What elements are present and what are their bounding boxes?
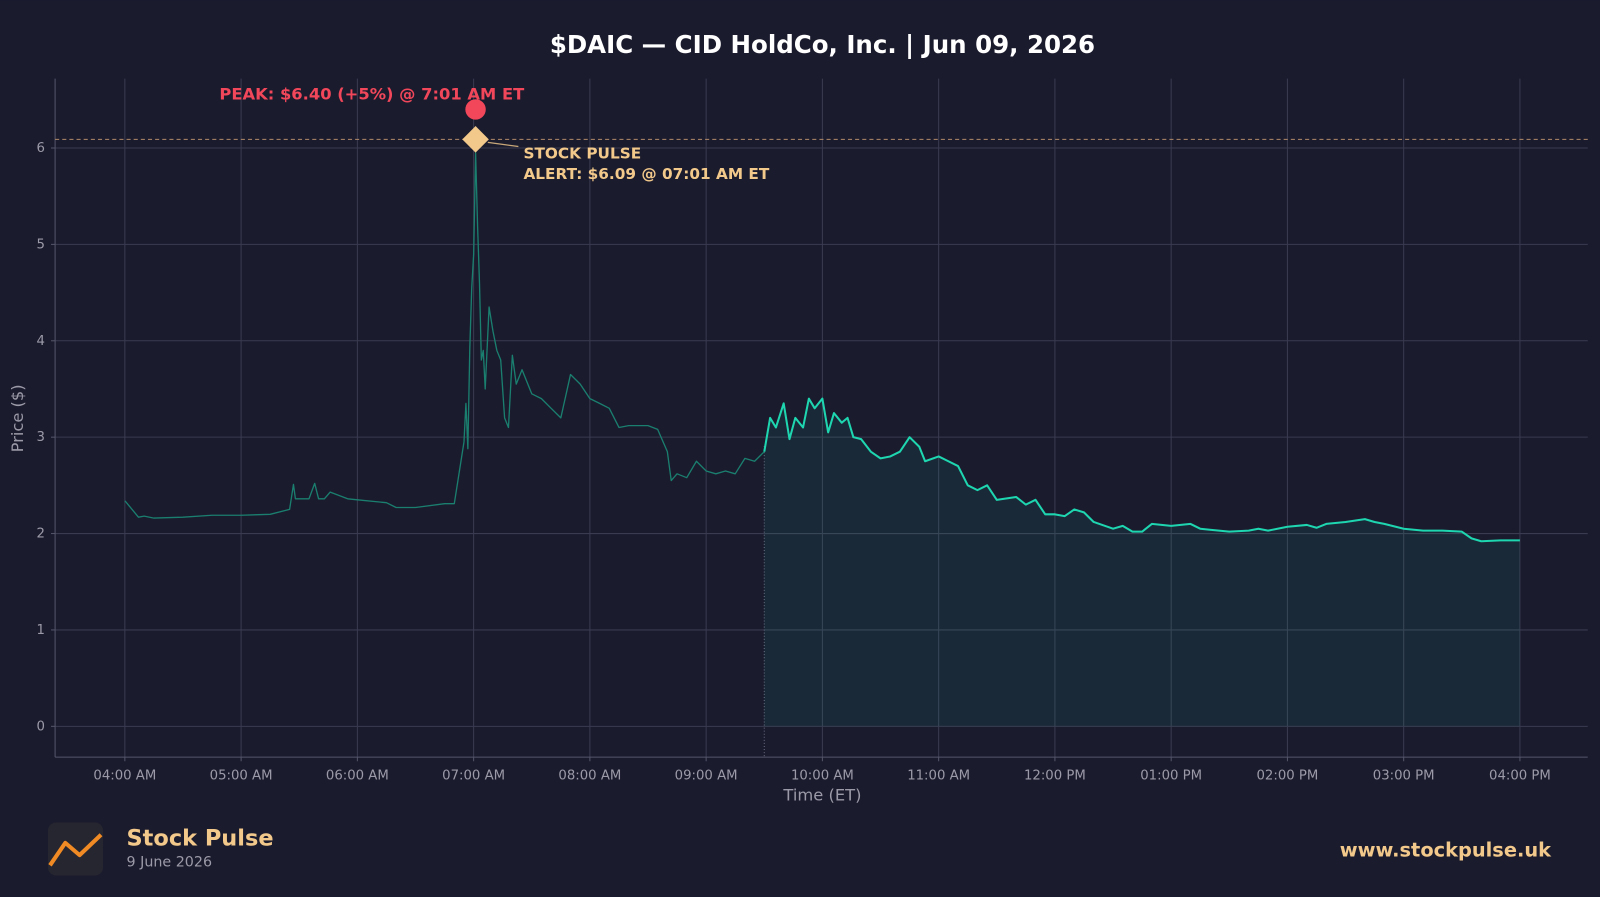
logo-icon xyxy=(48,833,103,867)
plot-area: 0 1 2 3 4 5 6 04:00 AM 05:00 AM 06:00 AM 07:00 AM 0… xyxy=(36,78,1588,784)
y-tick-label: 0 xyxy=(36,719,44,734)
x-tick-label: 03:00 PM xyxy=(1373,769,1435,784)
y-tick-label: 4 xyxy=(36,334,44,349)
x-tick-label: 05:00 AM xyxy=(210,769,273,784)
y-tick-label: 3 xyxy=(36,430,44,445)
x-tick-label: 12:00 PM xyxy=(1024,769,1086,784)
x-tick-label: 04:00 PM xyxy=(1489,769,1551,784)
url: www.stockpulse.uk xyxy=(1340,839,1552,862)
y-tick-label: 6 xyxy=(36,141,44,156)
alert-label: STOCK PULSE xyxy=(523,145,641,163)
x-tick-label: 10:00 AM xyxy=(791,769,854,784)
y-tick-label: 2 xyxy=(36,527,44,542)
x-tick-label: 01:00 PM xyxy=(1140,769,1202,784)
x-tick-label: 08:00 AM xyxy=(558,769,621,784)
chart-title: $DAIC — CID HoldCo, Inc. | Jun 09, 2026 xyxy=(550,30,1095,59)
price-line xyxy=(763,397,1520,543)
brand: Stock Pulse xyxy=(127,825,274,851)
x-tick-label: 06:00 AM xyxy=(326,769,389,784)
footer: Stock Pulse 9 June 2026 www.stockpulse.u… xyxy=(47,822,1552,876)
x-tick-label: 07:00 AM xyxy=(442,769,505,784)
x-tick-label: 02:00 PM xyxy=(1257,769,1319,784)
x-tick-label: 04:00 AM xyxy=(93,769,156,784)
y-axis-label: Price ($) xyxy=(8,384,27,452)
alert-connector xyxy=(487,141,519,148)
area xyxy=(764,398,1520,727)
price-line xyxy=(124,152,765,519)
y-tick-label: 1 xyxy=(36,623,44,638)
peak-marker xyxy=(465,99,486,120)
date: 9 June 2026 xyxy=(127,854,213,870)
peak-label: PEAK: $6.40 (+5%) @ 7:01 AM ET xyxy=(219,84,525,103)
x-tick-label: 11:00 AM xyxy=(907,769,970,784)
x-tick-label: 09:00 AM xyxy=(675,769,738,784)
x-axis-label: Time (ET) xyxy=(782,785,861,804)
y-tick-label: 5 xyxy=(36,237,44,252)
alert-label: ALERT: $6.09 @ 07:01 AM ET xyxy=(523,165,769,183)
